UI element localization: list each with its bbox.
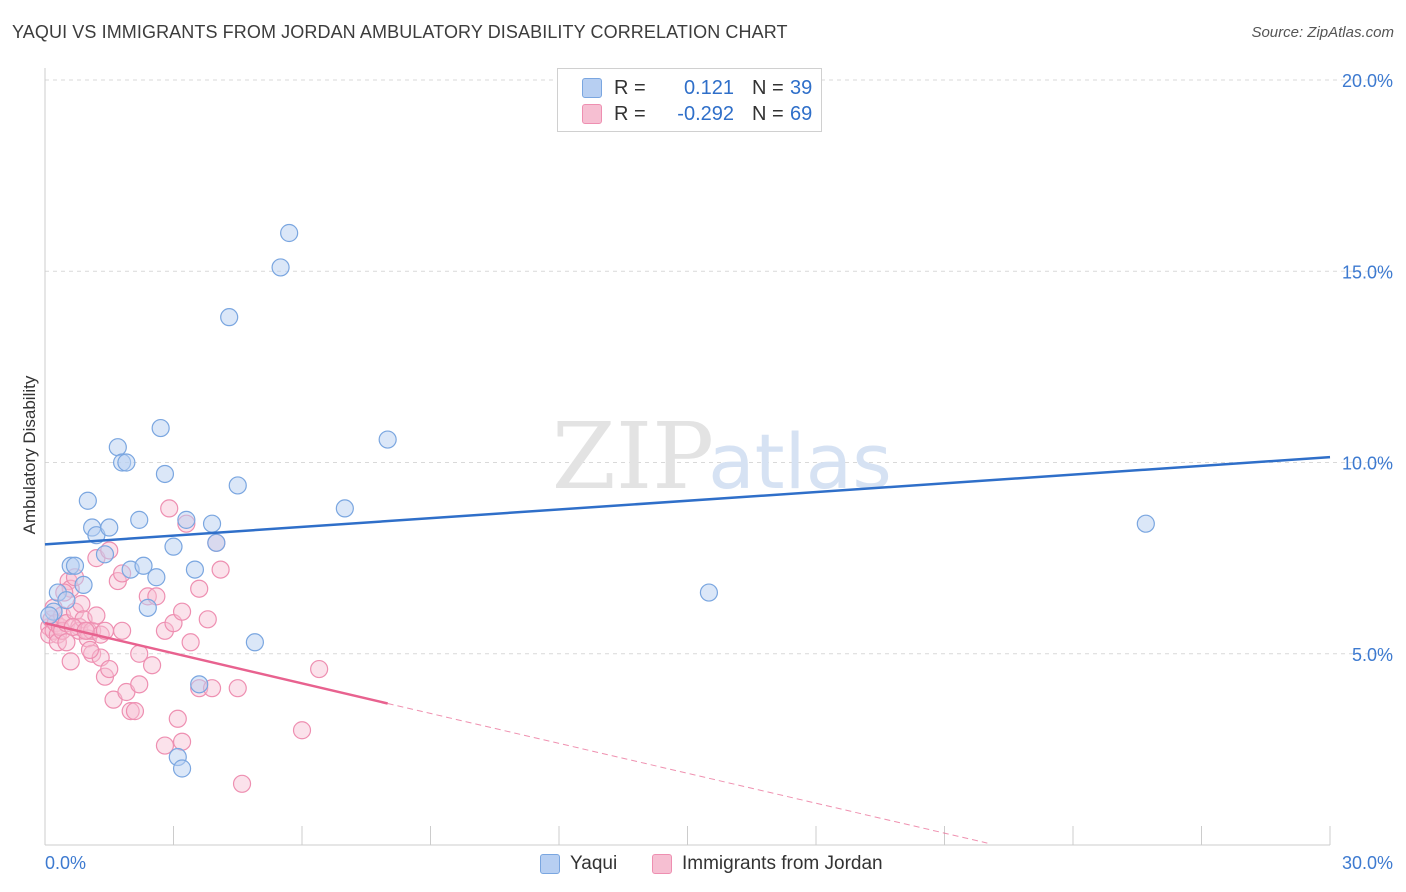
jordan-point <box>125 702 145 721</box>
jordan-point <box>172 602 192 621</box>
jordan-point <box>130 675 149 694</box>
watermark-atlas: atlas <box>708 417 892 506</box>
y-tick-label: 10.0% <box>1342 454 1393 474</box>
n-label: N = <box>752 102 784 125</box>
jordan-point <box>121 702 140 721</box>
yaqui-point <box>271 258 290 277</box>
jordan-point <box>310 659 329 679</box>
yaqui-point <box>151 418 170 438</box>
y-tick-label: 15.0% <box>1342 262 1393 282</box>
x-tick-label-max: 30.0% <box>1342 853 1393 873</box>
jordan-point <box>61 652 80 671</box>
yaqui-point <box>245 633 264 652</box>
yaqui-point <box>155 464 175 484</box>
yaqui-point <box>78 491 97 510</box>
jordan-point <box>232 774 252 793</box>
y-tick-label: 20.0% <box>1342 71 1393 91</box>
yaqui-point <box>220 308 239 327</box>
jordan-point <box>72 594 91 614</box>
yaqui-point <box>177 510 196 529</box>
jordan-point <box>190 579 209 598</box>
yaqui-point <box>335 499 354 518</box>
source-credit: Source: ZipAtlas.com <box>1251 24 1394 41</box>
yaqui-point <box>100 518 119 537</box>
tick-labels: 5.0% 10.0% 15.0% 20.0% 0.0% 30.0% <box>45 71 1393 873</box>
yaqui-point <box>57 591 76 610</box>
jordan-point <box>112 621 132 640</box>
jordan-point <box>211 560 230 579</box>
jordan-points <box>40 499 329 793</box>
legend-row-yaqui: R = 0.121 N = 39 <box>582 76 812 100</box>
yaqui-point <box>164 537 183 556</box>
y-tick-label: 5.0% <box>1352 645 1393 665</box>
chart-title: YAQUI VS IMMIGRANTS FROM JORDAN AMBULATO… <box>12 22 788 42</box>
r-value: 0.121 <box>683 76 734 99</box>
n-value: 39 <box>790 76 813 99</box>
stats-legend: R = 0.121 N = 39 R = -0.292 N = 69 <box>557 68 822 132</box>
y-axis-label: Ambulatory Disability <box>20 375 39 534</box>
jordan-point <box>198 610 217 629</box>
jordan-point <box>155 736 175 755</box>
yaqui-swatch <box>582 78 602 98</box>
r-value: -0.292 <box>677 102 734 125</box>
yaqui-point <box>108 438 127 457</box>
jordan-point <box>181 633 200 652</box>
yaqui-point <box>228 476 247 495</box>
jordan-point <box>292 721 312 740</box>
grid-lines <box>45 79 1392 655</box>
yaqui-point <box>378 430 397 449</box>
yaqui-point <box>172 759 192 778</box>
watermark-zip: ZIP <box>552 403 714 510</box>
axes <box>44 68 1331 846</box>
yaqui-point <box>190 675 209 694</box>
jordan-point <box>100 659 119 679</box>
yaqui-point <box>74 575 93 595</box>
jordan-point <box>160 499 179 518</box>
x-tick-label-min: 0.0% <box>45 853 86 873</box>
jordan-point <box>80 640 100 660</box>
r-label: R = <box>614 76 646 99</box>
jordan-swatch <box>582 104 602 124</box>
jordan-trend-line <box>44 621 388 705</box>
jordan-point <box>87 606 106 625</box>
yaqui-point <box>699 583 719 602</box>
n-value: 69 <box>790 102 813 125</box>
yaqui-point <box>1136 514 1155 533</box>
jordan-trend-extension <box>387 702 988 844</box>
n-label: N = <box>752 76 784 99</box>
jordan-legend-swatch <box>652 854 672 874</box>
yaqui-point <box>202 514 222 533</box>
jordan-point <box>57 633 76 652</box>
yaqui-point <box>207 533 226 552</box>
yaqui-point <box>95 545 115 564</box>
yaqui-point <box>134 556 153 575</box>
yaqui-points <box>40 223 1155 778</box>
yaqui-legend-swatch <box>540 854 560 874</box>
yaqui-point <box>117 453 136 472</box>
yaqui-point <box>40 606 59 625</box>
yaqui-point <box>280 223 299 243</box>
legend-item-yaqui: Yaqui <box>540 852 617 876</box>
watermark: ZIP atlas <box>552 403 892 510</box>
yaqui-point <box>147 568 166 587</box>
legend-item-jordan: Immigrants from Jordan <box>652 852 883 876</box>
r-label: R = <box>614 102 646 125</box>
yaqui-point <box>65 556 85 575</box>
yaqui-point <box>185 560 205 579</box>
jordan-point <box>228 679 247 698</box>
yaqui-point <box>138 598 157 617</box>
jordan-point <box>142 656 162 675</box>
jordan-legend-label: Immigrants from Jordan <box>682 853 883 874</box>
yaqui-point <box>130 510 149 529</box>
yaqui-legend-label: Yaqui <box>570 853 618 874</box>
jordan-point <box>168 709 187 728</box>
jordan-point <box>172 732 192 751</box>
trend-lines <box>44 455 1331 844</box>
yaqui-trend-line <box>44 455 1331 546</box>
legend-row-jordan: R = -0.292 N = 69 <box>582 102 812 126</box>
